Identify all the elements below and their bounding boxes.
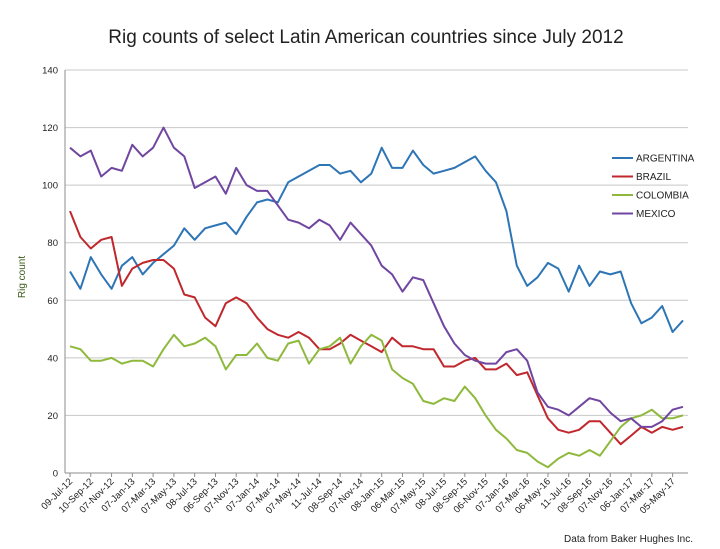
legend-label-argentina: ARGENTINA <box>636 154 695 165</box>
y-tick-label: 20 <box>47 411 58 422</box>
legend: ARGENTINA BRAZIL COLOMBIA MEXICO <box>612 154 695 220</box>
y-tick-labels: 0 20 40 60 80 100 120 140 <box>42 66 58 480</box>
y-axis-label: Rig count <box>17 256 28 298</box>
legend-label-mexico: MEXICO <box>636 209 676 220</box>
legend-label-brazil: BRAZIL <box>636 172 671 183</box>
series-line-argentina <box>69 146 684 333</box>
y-tick-label: 80 <box>47 238 58 249</box>
y-tick-label: 100 <box>42 181 58 192</box>
y-tick-label: 40 <box>47 353 58 364</box>
y-tick-label: 0 <box>53 469 58 480</box>
source-note: Data from Baker Hughes Inc. <box>564 534 693 545</box>
y-tick-label: 120 <box>42 123 58 134</box>
gridlines <box>65 69 688 416</box>
chart-title: Rig counts of select Latin American coun… <box>108 27 623 48</box>
axes <box>64 70 688 474</box>
series-line-mexico <box>69 126 684 428</box>
series-lines <box>69 126 684 469</box>
legend-label-colombia: COLOMBIA <box>636 191 689 202</box>
series-line-brazil <box>69 210 684 446</box>
x-tick-labels: 09-Jul-1210-Sep-1207-Nov-1207-Jan-1307-M… <box>39 473 678 516</box>
series-line-colombia <box>69 333 684 469</box>
y-tick-label: 60 <box>47 296 58 307</box>
y-tick-label: 140 <box>42 66 58 77</box>
